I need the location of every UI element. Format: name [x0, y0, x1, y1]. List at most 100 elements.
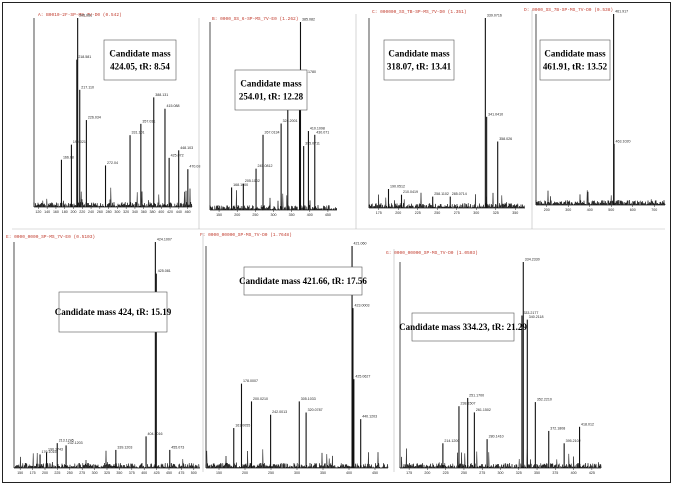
peak-label: 424.1007: [157, 238, 172, 242]
x-tick-label: 200: [234, 213, 240, 217]
candidate-annotation-box: [411, 312, 515, 342]
x-tick-label: 200: [242, 471, 248, 475]
candidate-annotation-text: Candidate mass 334.23, tR: 21.29: [399, 322, 527, 332]
peak-label: 425.072: [171, 153, 184, 157]
peak-label: 200.0210: [253, 397, 268, 401]
baseline-noise: [535, 190, 666, 206]
x-tick-label: 440: [176, 210, 182, 214]
x-tick-label: 300: [473, 211, 479, 215]
peak-label: 334.2330: [525, 258, 540, 262]
x-tick-label: 375: [552, 471, 558, 475]
candidate-annotation-box: [103, 39, 177, 81]
peak-label: 430.071: [316, 130, 329, 134]
peak-label: 267.0134: [265, 130, 280, 134]
x-tick-label: 400: [158, 210, 164, 214]
x-tick-label: 450: [325, 213, 331, 217]
peak-label: 418.012: [581, 422, 594, 426]
peak-label: 178.0007: [243, 379, 258, 383]
panel-header: B: 0000_SS_6-SP-MS_7V-E0 (1.262): [212, 16, 298, 22]
peak-label: 305.1033: [301, 397, 316, 401]
x-tick-label: 500: [191, 471, 197, 475]
x-tick-label: 175: [406, 471, 412, 475]
x-tick-label: 425: [589, 471, 595, 475]
x-tick-label: 600: [630, 208, 636, 212]
peak-label: 425.081: [158, 269, 171, 273]
peak-label: 168.1000: [233, 183, 248, 187]
x-tick-label: 260: [97, 210, 103, 214]
candidate-annotation-text: 318.07, tR: 13.41: [387, 62, 452, 72]
candidate-annotation-box: [243, 266, 363, 296]
x-tick-label: 700: [651, 208, 657, 212]
x-tick-label: 200: [71, 210, 77, 214]
x-tick-label: 225: [415, 211, 421, 215]
candidate-annotation-text: Candidate mass: [109, 49, 171, 59]
x-tick-label: 200: [544, 208, 550, 212]
x-tick-label: 160: [53, 210, 59, 214]
candidate-annotation-text: 461.91, tR: 13.52: [543, 62, 608, 72]
x-tick-label: 425: [154, 471, 160, 475]
x-tick-label: 280: [106, 210, 112, 214]
peak-label: 423.0003: [354, 304, 369, 308]
peak-label: 285.0714: [452, 192, 467, 196]
panel-header: C: 000000_SS_TB-SP-MS_7V-D0 (1.351): [372, 9, 467, 15]
panel-header: G: 0000_00000_SP-MS_7V-D0 (1.0503): [386, 250, 478, 256]
x-tick-label: 400: [346, 471, 352, 475]
x-tick-label: 325: [493, 211, 499, 215]
x-tick-label: 300: [114, 210, 120, 214]
x-tick-label: 140: [44, 210, 50, 214]
peak-label: 421.060: [354, 242, 367, 246]
peak-label: 388.131: [155, 93, 168, 97]
peak-label: 242.0013: [272, 410, 287, 414]
candidate-annotation-box: [58, 291, 168, 333]
peak-label: 176.1015: [42, 450, 57, 454]
x-tick-label: 200: [395, 211, 401, 215]
baseline-noise: [368, 192, 525, 209]
peak-label: 461.917: [615, 10, 628, 14]
x-tick-label: 240: [88, 210, 94, 214]
baseline-noise: [13, 450, 201, 469]
baseline-noise: [205, 449, 389, 469]
x-tick-label: 350: [320, 471, 326, 475]
peak-label: 205.081: [79, 14, 92, 18]
candidate-annotation-text: 424.05, tR: 8.54: [110, 62, 170, 72]
x-tick-label: 220: [79, 210, 85, 214]
x-tick-label: 400: [141, 471, 147, 475]
x-tick-label: 150: [17, 471, 23, 475]
peak-label: 415.088: [166, 104, 179, 108]
peak-label: 217.110: [81, 85, 94, 89]
x-tick-label: 300: [565, 208, 571, 212]
candidate-annotation-text: Candidate mass: [388, 49, 450, 59]
x-tick-label: 375: [129, 471, 135, 475]
x-tick-label: 350: [289, 213, 295, 217]
panel-header: A: B0010-2F-SP-MS_7V-D0 (0.542): [38, 12, 122, 18]
panel-header: D: 0000_SS_7B-SP-MS_7V-D0 (0.538): [524, 7, 613, 13]
candidate-annotation-text: Candidate mass 421.66, tR: 17.56: [239, 276, 367, 286]
candidate-annotation-box: [539, 39, 611, 81]
peak-label: 455.073: [171, 445, 184, 449]
peak-label: 440.1203: [362, 415, 377, 419]
x-tick-label: 180: [62, 210, 68, 214]
x-tick-label: 300: [271, 213, 277, 217]
x-tick-label: 200: [424, 471, 430, 475]
peak-label: 340.2118: [529, 315, 544, 319]
peak-label: 251.1700: [469, 393, 484, 397]
candidate-annotation-text: Candidate mass 424, tR: 15.19: [55, 307, 172, 317]
x-tick-label: 250: [252, 213, 258, 217]
peak-label: 161.0055: [235, 424, 250, 428]
x-tick-label: 460: [185, 210, 191, 214]
peak-label: 205.1002: [245, 179, 260, 183]
peak-label: 214.1200: [444, 439, 459, 443]
x-tick-label: 120: [35, 210, 41, 214]
x-tick-label: 450: [372, 471, 378, 475]
x-tick-label: 175: [376, 211, 382, 215]
peak-label: 339.1203: [117, 445, 132, 449]
x-tick-label: 275: [79, 471, 85, 475]
x-tick-label: 300: [498, 471, 504, 475]
x-tick-label: 360: [141, 210, 147, 214]
peak-label: 190.1743: [48, 448, 63, 452]
peak-label: 331.101: [132, 131, 145, 135]
peak-label: 341.0410: [488, 112, 503, 116]
candidate-annotation-box: [234, 69, 308, 111]
peak-label: 190.0512: [390, 185, 405, 189]
x-tick-label: 325: [104, 471, 110, 475]
